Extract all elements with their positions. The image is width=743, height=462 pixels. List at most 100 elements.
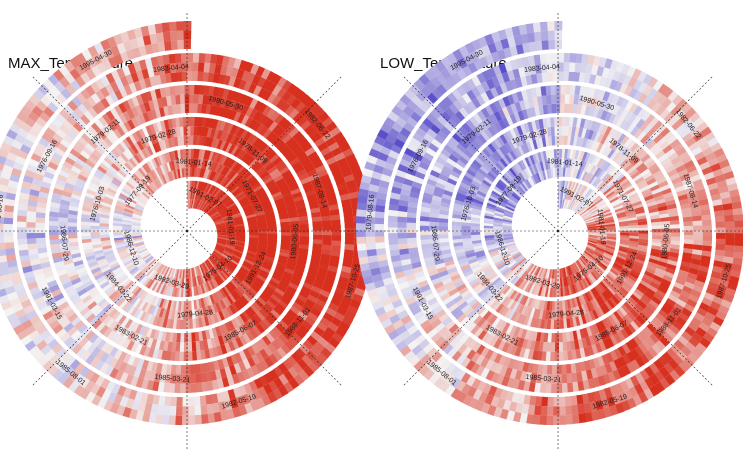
spiral-cell <box>234 164 243 174</box>
spiral-cell <box>288 322 299 333</box>
spiral-cell <box>194 331 200 342</box>
spiral-cell <box>238 139 247 150</box>
spiral-cell <box>151 169 159 179</box>
spiral-cell <box>205 281 212 292</box>
spiral-cell <box>164 373 171 384</box>
spiral-cell <box>278 143 289 154</box>
spiral-cell <box>295 263 306 271</box>
spiral-cell <box>152 306 159 316</box>
spiral-cell <box>126 262 136 271</box>
spiral-cell <box>120 255 131 262</box>
spiral-cell <box>254 299 265 309</box>
spiral-cell <box>169 277 175 288</box>
spiral-cell <box>230 185 240 194</box>
spiral-cell <box>53 292 65 302</box>
spiral-cell <box>183 301 187 311</box>
spiral-cell <box>275 264 286 272</box>
spiral-cell <box>296 259 307 267</box>
spiral-cell <box>167 267 173 277</box>
spiral-cell <box>234 176 243 185</box>
spiral-cell <box>189 103 195 114</box>
spiral-cell <box>194 309 199 319</box>
spiral-cell <box>123 363 133 375</box>
spiral-cell <box>121 187 131 196</box>
spiral-cell <box>252 137 262 148</box>
spiral-cell <box>278 117 289 128</box>
spiral-cell <box>136 358 145 369</box>
spiral-cell <box>296 294 308 304</box>
spiral-cell <box>129 283 138 293</box>
spiral-cell <box>297 255 308 263</box>
spiral-cell <box>219 271 228 281</box>
spiral-cell <box>262 203 273 210</box>
spiral-cell <box>217 106 225 117</box>
spiral-cell <box>208 150 215 161</box>
spiral-cell <box>111 118 121 129</box>
spiral-cell <box>438 233 449 239</box>
spiral-cell <box>266 218 276 223</box>
spiral-cell <box>113 234 124 239</box>
spiral-cell <box>48 215 59 222</box>
spiral-cell <box>80 228 91 233</box>
spiral-cell <box>175 169 180 179</box>
spiral-cell <box>299 232 310 238</box>
spiral-cell <box>209 196 217 205</box>
spiral-cell <box>45 314 57 326</box>
spiral-cell <box>122 212 133 218</box>
spiral-cell <box>95 321 106 333</box>
spiral-cell <box>234 288 243 298</box>
spiral-cell <box>207 305 213 316</box>
spiral-cell <box>88 139 99 150</box>
spiral-cell <box>187 116 192 127</box>
spiral-cell <box>252 149 262 160</box>
spiral-cell <box>69 201 80 208</box>
spiral-cell <box>310 307 322 318</box>
spiral-cell <box>119 140 129 151</box>
spiral-cell <box>55 296 67 307</box>
spiral-cell <box>304 316 316 327</box>
spiral-cell <box>81 132 92 143</box>
spiral-cell <box>135 288 144 298</box>
spiral-cell <box>191 189 195 200</box>
spiral-cell <box>84 329 95 341</box>
spiral-cell <box>222 167 231 177</box>
spiral-cell <box>49 210 60 218</box>
spiral-cell <box>92 269 103 278</box>
spiral-cell <box>246 213 256 219</box>
spiral-cell <box>248 243 258 249</box>
spiral-cell <box>70 277 82 286</box>
spiral-cell <box>208 118 215 129</box>
spiral-cell <box>121 164 131 174</box>
spiral-cell <box>246 250 257 256</box>
spiral-cell <box>322 235 332 241</box>
spiral-cell <box>253 206 264 212</box>
spiral-cell <box>247 245 258 251</box>
spiral-cell <box>219 344 228 355</box>
spiral-cell <box>307 269 318 278</box>
spiral-cell <box>545 53 553 63</box>
spiral-cell <box>58 272 69 281</box>
spiral-cell <box>113 145 124 156</box>
spiral-cell <box>100 237 111 242</box>
spiral-cell <box>135 94 145 105</box>
spiral-cell <box>190 199 193 209</box>
spiral-cell <box>202 273 208 283</box>
spiral-cell <box>288 140 300 151</box>
spiral-cell <box>179 149 184 159</box>
spiral-cell <box>178 159 182 169</box>
spiral-cell <box>163 173 169 183</box>
spiral-cell <box>239 181 249 190</box>
spiral-cell <box>179 278 183 288</box>
spiral-cell <box>59 331 71 343</box>
spiral-cell <box>67 225 77 231</box>
spiral-cell <box>92 201 103 208</box>
spiral-cell <box>387 226 398 234</box>
spiral-cell <box>210 137 217 148</box>
spiral-cell <box>81 276 92 285</box>
spiral-cell <box>61 190 73 198</box>
spiral-cell <box>288 127 300 138</box>
spiral-cell <box>55 327 67 339</box>
spiral-cell <box>558 52 565 63</box>
spiral-cell <box>251 201 262 208</box>
spiral-cell <box>99 213 110 219</box>
